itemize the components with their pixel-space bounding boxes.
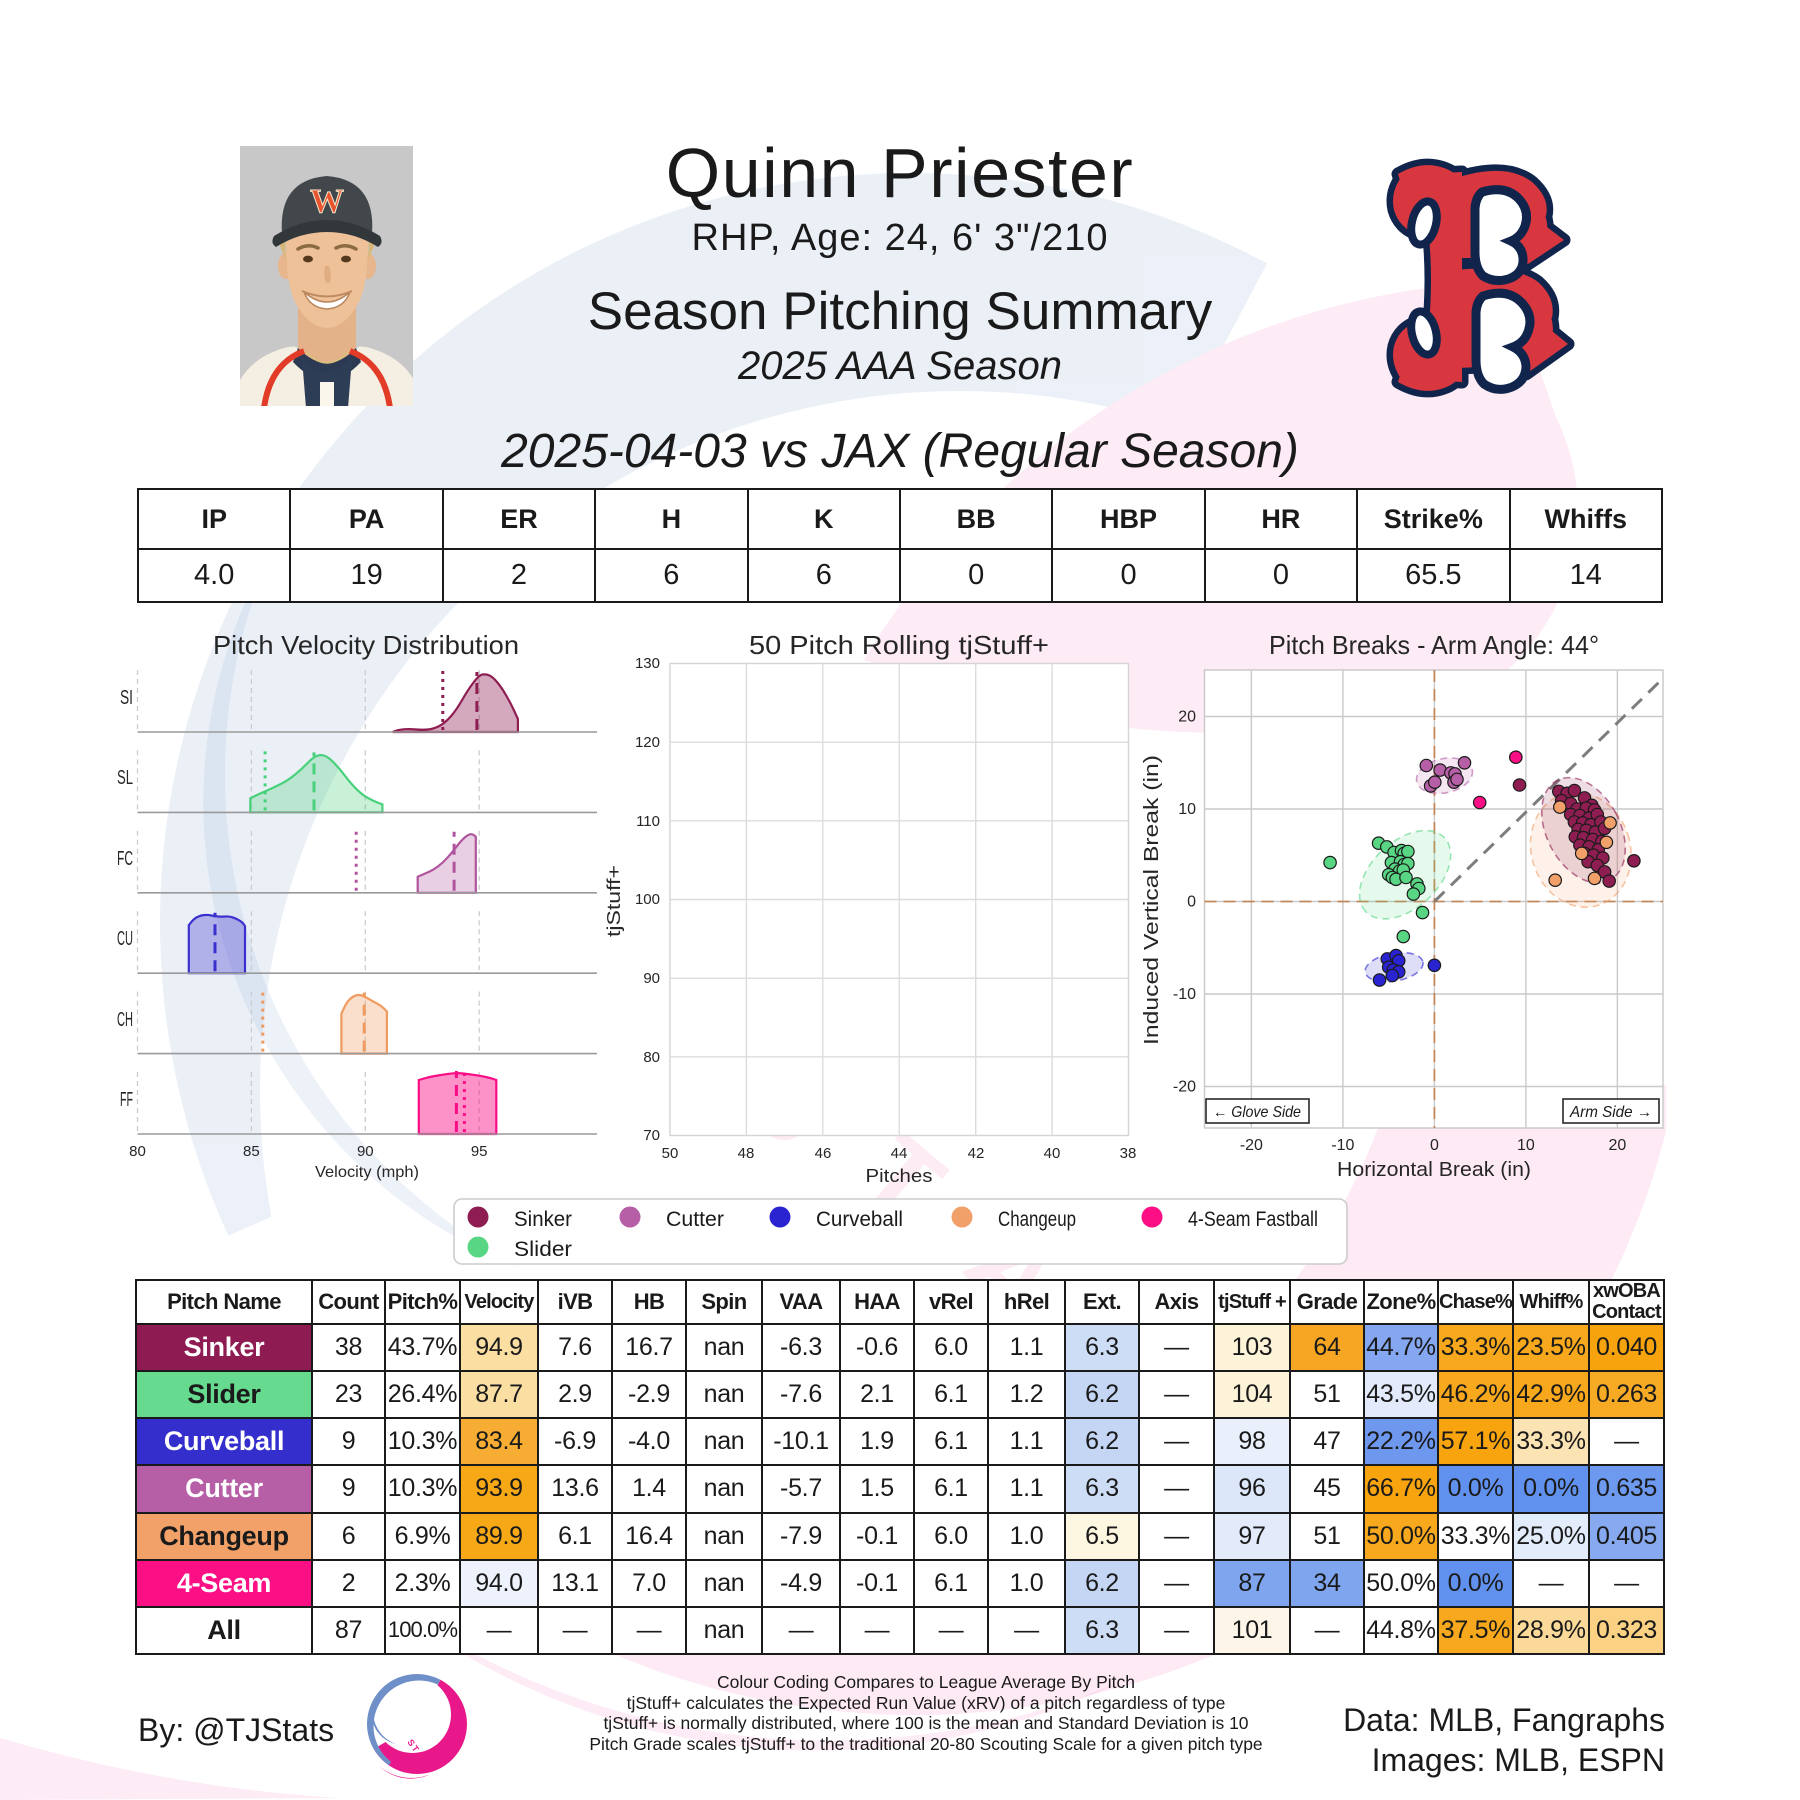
svg-text:SI: SI xyxy=(120,687,133,709)
svg-text:-20: -20 xyxy=(1240,1137,1263,1154)
svg-text:4-Seam Fastball: 4-Seam Fastball xyxy=(1188,1208,1318,1231)
svg-text:0: 0 xyxy=(1187,894,1196,911)
svg-text:40: 40 xyxy=(1044,1145,1061,1162)
svg-text:100: 100 xyxy=(635,891,660,908)
svg-text:130: 130 xyxy=(635,655,660,672)
svg-text:20: 20 xyxy=(1178,709,1196,726)
svg-text:Horizontal Break (in): Horizontal Break (in) xyxy=(1337,1159,1531,1181)
svg-text:Pitch Velocity Distribution: Pitch Velocity Distribution xyxy=(213,630,519,660)
svg-text:0: 0 xyxy=(1430,1137,1439,1154)
svg-text:50 Pitch Rolling tjStuff+: 50 Pitch Rolling tjStuff+ xyxy=(749,630,1049,660)
svg-text:-10: -10 xyxy=(1173,986,1196,1003)
svg-text:Velocity (mph): Velocity (mph) xyxy=(315,1164,419,1181)
svg-text:Induced Vertical Break (in): Induced Vertical Break (in) xyxy=(1141,755,1163,1045)
svg-text:48: 48 xyxy=(738,1145,755,1162)
svg-text:110: 110 xyxy=(636,813,660,830)
svg-text:80: 80 xyxy=(643,1049,660,1066)
svg-text:46: 46 xyxy=(815,1145,832,1162)
svg-text:FC: FC xyxy=(117,848,133,870)
svg-text:W: W xyxy=(310,183,344,220)
svg-text:85: 85 xyxy=(243,1143,260,1160)
svg-text:-10: -10 xyxy=(1331,1137,1354,1154)
svg-text:10: 10 xyxy=(1517,1137,1535,1154)
svg-text:Sinker: Sinker xyxy=(514,1208,572,1231)
svg-text:50: 50 xyxy=(662,1145,679,1162)
svg-text:44: 44 xyxy=(891,1145,908,1162)
svg-text:42: 42 xyxy=(968,1145,985,1162)
svg-text:38: 38 xyxy=(1120,1145,1137,1162)
svg-text:Arm Side →: Arm Side → xyxy=(1569,1104,1652,1121)
svg-text:90: 90 xyxy=(643,970,660,987)
svg-text:FF: FF xyxy=(120,1089,133,1111)
svg-text:20: 20 xyxy=(1609,1137,1627,1154)
svg-text:Slider: Slider xyxy=(514,1238,572,1261)
svg-text:10: 10 xyxy=(1178,801,1196,818)
svg-text:CU: CU xyxy=(117,928,133,950)
svg-text:95: 95 xyxy=(471,1143,488,1160)
svg-text:Pitch Breaks - Arm Angle: 44°: Pitch Breaks - Arm Angle: 44° xyxy=(1269,630,1599,660)
svg-text:Curveball: Curveball xyxy=(816,1208,903,1231)
svg-text:80: 80 xyxy=(129,1143,146,1160)
svg-text:Cutter: Cutter xyxy=(666,1208,724,1231)
svg-text:CH: CH xyxy=(117,1009,133,1031)
svg-text:← Glove Side: ← Glove Side xyxy=(1213,1104,1301,1121)
svg-text:-20: -20 xyxy=(1173,1079,1196,1096)
svg-text:Pitches: Pitches xyxy=(866,1166,933,1186)
svg-text:90: 90 xyxy=(357,1143,374,1160)
svg-text:Changeup: Changeup xyxy=(998,1208,1076,1231)
svg-text:SL: SL xyxy=(117,767,133,789)
svg-text:70: 70 xyxy=(643,1127,660,1144)
svg-text:120: 120 xyxy=(635,734,660,751)
svg-text:tjStuff+: tjStuff+ xyxy=(604,865,624,937)
